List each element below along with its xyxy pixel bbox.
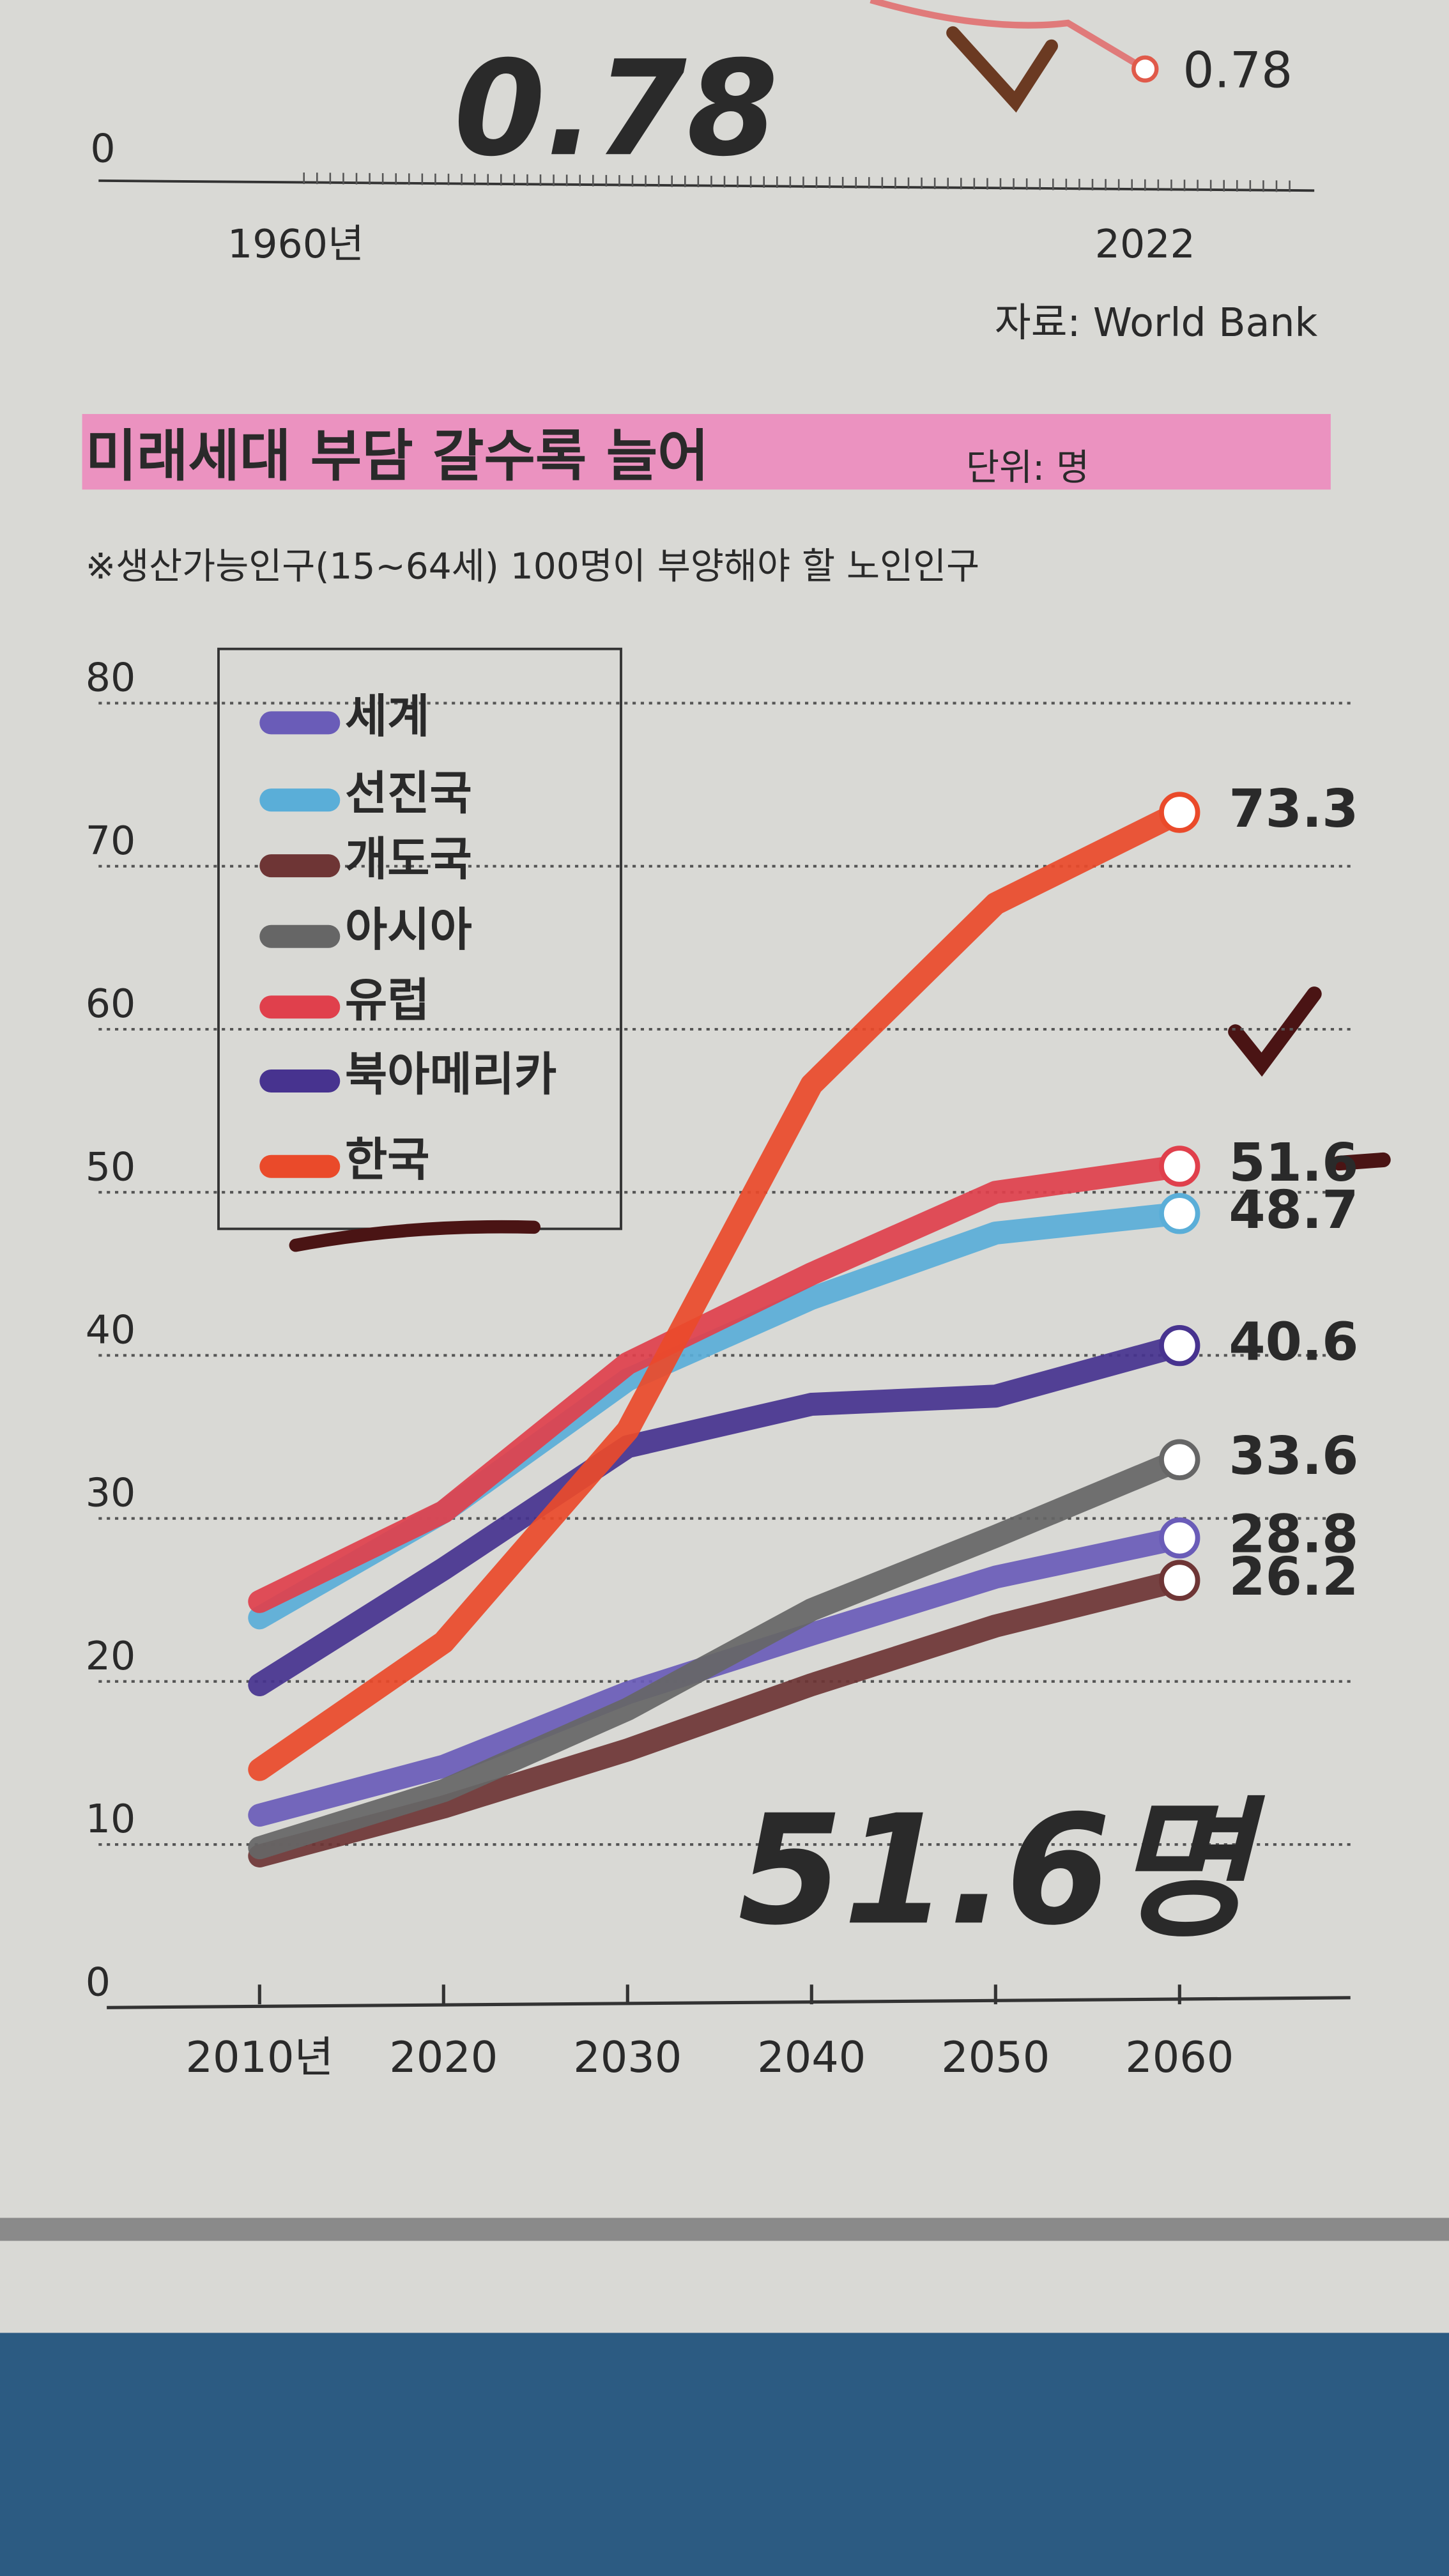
end-value-label: 51.6 — [1229, 1133, 1358, 1193]
y-tick-label: 70 — [86, 818, 136, 864]
end-value-label: 40.6 — [1229, 1312, 1358, 1373]
subtitle: ※생산가능인구(15~64세) 100명이 부양해야 할 노인인구 — [86, 545, 979, 587]
unit-label: 단위: 명 — [966, 447, 1089, 489]
divider — [0, 2218, 1449, 2241]
legend-label: 북아메리카 — [345, 1047, 556, 1101]
x-tick-label: 1960년 — [227, 221, 364, 267]
handwritten-note: 51.6명 — [738, 1782, 1266, 1958]
end-point — [1159, 1324, 1200, 1367]
handwritten-check — [1228, 986, 1322, 1077]
source: 자료: World Bank — [995, 300, 1318, 346]
legend-label: 선진국 — [345, 767, 472, 820]
end-point — [1159, 792, 1200, 833]
legend-label: 한국 — [345, 1133, 429, 1186]
y-tick-label: 0 — [86, 1959, 111, 2005]
end-point — [1159, 1560, 1200, 1601]
series-line — [248, 1154, 1192, 1613]
legend-label: 유럽 — [345, 974, 429, 1027]
x-tick-label: 2050 — [941, 2032, 1050, 2082]
y-tick-label: 40 — [86, 1307, 136, 1353]
end-point — [1131, 55, 1159, 83]
end-value-label: 48.7 — [1229, 1180, 1358, 1241]
background-surface — [0, 2333, 1449, 2576]
handwritten-mark — [1331, 1152, 1391, 1171]
legend-label: 개도국 — [345, 832, 472, 886]
series-line — [248, 1448, 1192, 1860]
x-axis — [107, 1996, 1351, 2009]
end-value-label: 73.3 — [1229, 779, 1358, 839]
series-line — [248, 1334, 1192, 1696]
x-tick-label: 2030 — [573, 2032, 682, 2082]
handwritten-check — [946, 26, 1058, 113]
chart-title: 미래세대 부담 갈수록 늘어 — [86, 424, 709, 489]
end-point — [1159, 1146, 1200, 1187]
y-tick-label: 20 — [86, 1633, 136, 1679]
y-tick-label: 50 — [86, 1144, 136, 1190]
handwritten-underline — [289, 1220, 541, 1252]
title-highlight — [82, 414, 1331, 490]
end-point — [1159, 1517, 1200, 1559]
series-line — [248, 801, 1192, 1781]
end-value-label: 28.8 — [1229, 1505, 1358, 1565]
series-line — [248, 1568, 1192, 1867]
y-tick-label: 60 — [86, 981, 136, 1027]
x-tick-label: 2060 — [1125, 2032, 1234, 2082]
x-axis — [98, 179, 1315, 192]
x-tick-label: 2040 — [757, 2032, 866, 2082]
x-tick-label: 2020 — [389, 2032, 498, 2082]
end-value-label: 0.78 — [1183, 42, 1292, 100]
end-value-label: 26.2 — [1229, 1547, 1358, 1607]
y-tick-label: 10 — [86, 1796, 136, 1842]
end-point — [1159, 1439, 1200, 1480]
x-tick-label: 2010년 — [185, 2032, 334, 2082]
y-tick-label: 80 — [86, 655, 136, 701]
end-point — [1159, 1193, 1200, 1234]
y-tick-label: 30 — [86, 1470, 136, 1516]
legend-label: 세계 — [345, 689, 429, 743]
x-tick-label: 2022 — [1095, 221, 1195, 267]
y-tick-label: 0 — [90, 126, 115, 172]
legend-label: 아시아 — [345, 903, 472, 956]
handwritten-note: 0.78 — [454, 32, 779, 185]
line-stub — [870, 0, 1147, 72]
end-value-label: 33.6 — [1229, 1426, 1358, 1487]
